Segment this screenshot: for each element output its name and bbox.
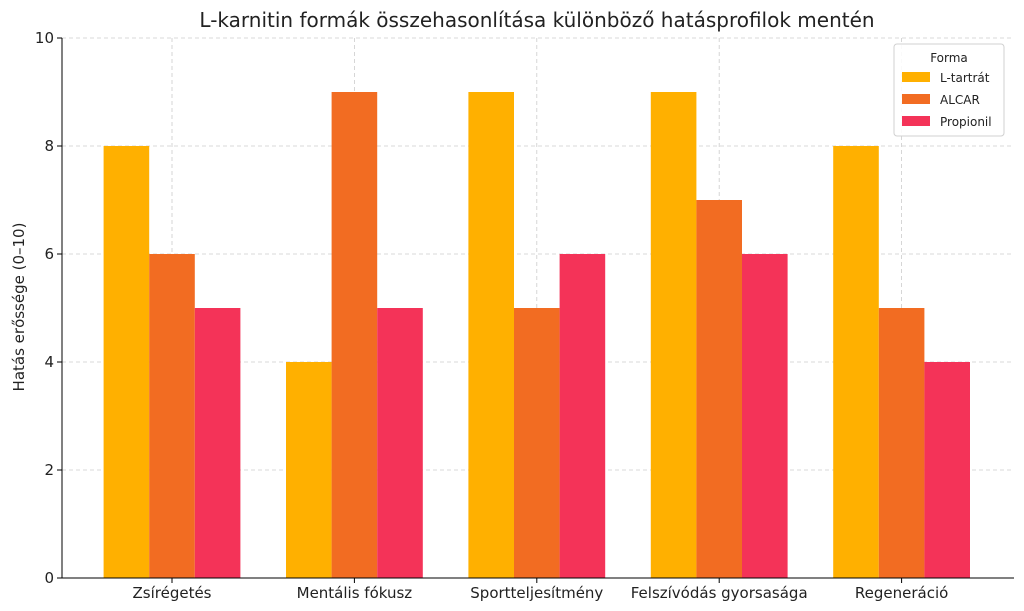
bar [331, 92, 378, 578]
x-tick-label: Felszívódás gyorsasága [631, 584, 808, 602]
y-tick-label: 2 [44, 461, 54, 479]
bar [468, 92, 514, 578]
y-tick-label: 0 [44, 569, 54, 587]
bar [103, 146, 150, 578]
legend: Forma L-tartrát ALCAR Propionil [893, 43, 1005, 137]
x-tick-label: Sportteljesítmény [470, 584, 603, 602]
bar [194, 308, 241, 578]
y-tick-label: 4 [44, 353, 54, 371]
bar [924, 362, 970, 578]
bars [103, 92, 970, 578]
legend-label: Propionil [940, 115, 992, 129]
x-tick-label: Zsírégetés [133, 584, 212, 602]
legend-label: ALCAR [940, 93, 980, 107]
bar [149, 254, 195, 578]
y-tick-label: 6 [44, 245, 54, 263]
bar [650, 92, 697, 578]
y-axis-label: Hatás erőssége (0–10) [10, 223, 28, 392]
bar [286, 362, 332, 578]
legend-swatch [902, 94, 930, 104]
bar [696, 200, 742, 578]
y-tick-label: 8 [44, 137, 54, 155]
x-tick-label: Regeneráció [855, 584, 948, 602]
legend-label: L-tartrát [940, 71, 990, 85]
bar [514, 308, 560, 578]
legend-items: L-tartrát ALCAR Propionil [902, 71, 992, 129]
chart-title: L-karnitin formák összehasonlítása külön… [199, 8, 874, 32]
bar [878, 308, 925, 578]
legend-swatch [902, 72, 930, 82]
bar [742, 254, 788, 578]
bar [377, 308, 423, 578]
legend-swatch [902, 116, 930, 126]
x-tick-label: Mentális fókusz [297, 584, 413, 602]
legend-box [893, 43, 1005, 137]
legend-title: Forma [930, 51, 968, 65]
y-tick-label: 10 [35, 29, 54, 47]
bar [559, 254, 606, 578]
axes [61, 38, 1014, 579]
bar [833, 146, 879, 578]
y-ticks: 0 2 4 6 8 10 [35, 29, 62, 587]
x-ticks: Zsírégetés Mentális fókusz Sportteljesítmé… [133, 578, 948, 602]
